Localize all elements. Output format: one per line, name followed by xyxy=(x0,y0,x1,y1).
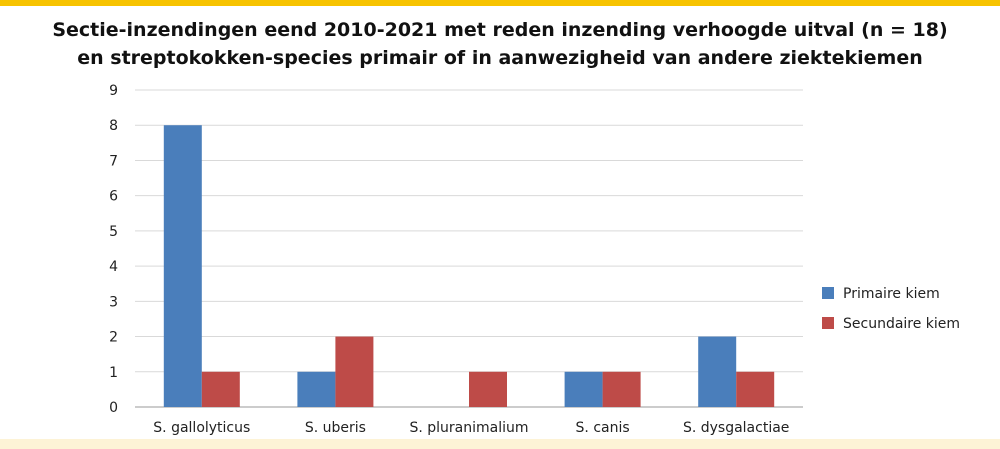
y-tick-label: 9 xyxy=(109,83,118,99)
y-tick-label: 2 xyxy=(109,330,118,346)
bar-primaire-4 xyxy=(698,336,737,407)
bottom-band xyxy=(0,439,1000,449)
bars xyxy=(163,125,775,407)
chart-title-line-2: en streptokokken-species primair of in a… xyxy=(77,47,923,69)
bar-primaire-0 xyxy=(163,125,202,407)
bar-primaire-3 xyxy=(564,371,603,407)
legend-swatch xyxy=(822,317,834,329)
bar-secundaire-2 xyxy=(469,371,507,407)
bar-primaire-1 xyxy=(297,371,336,407)
y-tick-label: 5 xyxy=(109,224,118,240)
chart-title-line-1: Sectie-inzendingen eend 2010-2021 met re… xyxy=(52,19,948,41)
y-tick-label: 0 xyxy=(109,400,118,416)
x-tick-label: S. pluranimalium xyxy=(409,420,528,436)
legend-swatch xyxy=(822,287,834,299)
y-tick-label: 4 xyxy=(109,259,118,275)
y-tick-label: 3 xyxy=(109,294,118,310)
bar-secundaire-4 xyxy=(736,371,775,407)
x-tick-label: S. dysgalactiae xyxy=(683,420,789,436)
bar-secundaire-1 xyxy=(335,336,374,407)
legend-label: Secundaire kiem xyxy=(843,316,960,332)
legend: Primaire kiem Secundaire kiem xyxy=(822,286,960,332)
x-tick-label: S. gallolyticus xyxy=(153,420,250,436)
legend-label: Primaire kiem xyxy=(843,286,940,302)
top-accent-bar xyxy=(0,0,1000,6)
x-tick-label: S. uberis xyxy=(305,420,366,436)
x-axis-ticks: S. gallolyticus S. uberis S. pluranimalium… xyxy=(153,420,789,436)
y-tick-label: 6 xyxy=(109,189,118,205)
y-tick-label: 8 xyxy=(109,118,118,134)
bar-secundaire-3 xyxy=(602,371,641,407)
y-tick-label: 7 xyxy=(109,153,118,169)
bar-secundaire-0 xyxy=(201,371,240,407)
x-tick-label: S. canis xyxy=(576,420,630,436)
y-axis-ticks: 0 1 2 3 4 5 6 7 8 9 xyxy=(109,83,118,416)
y-tick-label: 1 xyxy=(109,365,118,381)
chart-title: Sectie-inzendingen eend 2010-2021 met re… xyxy=(0,16,1000,72)
